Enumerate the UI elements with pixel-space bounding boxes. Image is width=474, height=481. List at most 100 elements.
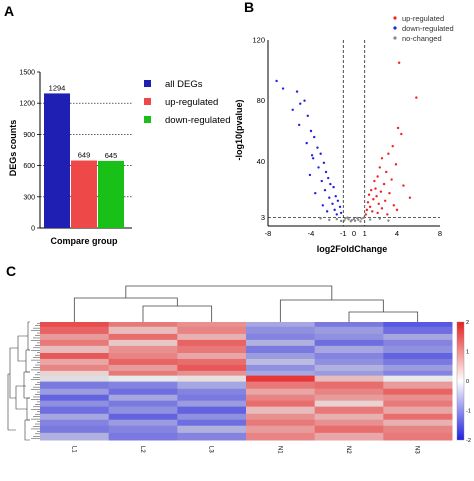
volcano-point-no-changed xyxy=(356,216,359,220)
volcano-point-up-regulated xyxy=(375,195,378,198)
volcano-point-up-regulated xyxy=(408,196,412,199)
heatmap-cell xyxy=(177,432,247,441)
bar-y-tick-label: 300 xyxy=(23,194,35,201)
volcano-point-down-regulated xyxy=(325,210,329,213)
volcano-point-up-regulated xyxy=(395,208,399,212)
volcano-point-down-regulated xyxy=(321,204,325,207)
heatmap-cell xyxy=(177,419,247,427)
heatmap-cell xyxy=(246,419,316,427)
heatmap-cell xyxy=(108,400,178,408)
heatmap-cell xyxy=(108,388,178,396)
heatmap-cell xyxy=(177,413,247,421)
volcano-point-down-regulated xyxy=(333,208,336,212)
heatmap-cell xyxy=(383,358,453,366)
heatmap-cell xyxy=(108,432,178,441)
volcano-point-down-regulated xyxy=(317,166,320,169)
volcano-point-up-regulated xyxy=(368,205,372,209)
volcano-x-tick-label: 1 xyxy=(363,229,367,238)
dendrogram-branch xyxy=(142,305,213,322)
volcano-point-down-regulated xyxy=(335,213,338,216)
panel-label-b: B xyxy=(244,0,254,15)
dendrogram-branch xyxy=(23,371,30,399)
volcano-x-tick-label: 0 xyxy=(352,229,356,238)
heatmap-cell xyxy=(40,370,110,377)
heatmap-cell xyxy=(314,364,384,372)
volcano-point-down-regulated xyxy=(308,173,312,177)
volcano-point-down-regulated xyxy=(323,188,327,192)
legend-label: no-changed xyxy=(402,34,442,43)
volcano-x-tick-label: -8 xyxy=(265,229,272,238)
heatmap-cell xyxy=(40,381,110,390)
volcano-point-up-regulated xyxy=(365,208,369,212)
bar-x-axis-label: Compare group xyxy=(50,236,118,246)
heatmap-cell xyxy=(246,400,316,408)
dendrogram-branch xyxy=(24,419,30,441)
heatmap-cell xyxy=(383,413,453,421)
volcano-point-up-regulated xyxy=(394,163,398,166)
heatmap-cell xyxy=(108,345,178,354)
heatmap-cell xyxy=(108,370,178,377)
volcano-point-no-changed xyxy=(344,217,347,220)
volcano-point-down-regulated xyxy=(311,157,315,160)
heatmap-cell xyxy=(40,352,110,360)
heatmap-cell xyxy=(40,400,110,408)
heatmap-cell xyxy=(246,413,316,421)
volcano-point-down-regulated xyxy=(339,211,343,215)
volcano-point-no-changed xyxy=(343,219,346,222)
heatmap-cell xyxy=(246,322,316,328)
volcano-x-tick-label: -4 xyxy=(308,229,315,238)
bar-y-ticks: 0 300 600 900 1200 1500 xyxy=(19,70,40,233)
heatmap-cell xyxy=(40,413,110,421)
volcano-y-tick-label: 40 xyxy=(257,157,265,166)
volcano-point-down-regulated xyxy=(313,135,316,139)
heatmap-cell xyxy=(108,381,178,390)
heatmap-cell xyxy=(177,388,247,396)
heatmap-column-label: N3 xyxy=(414,446,420,454)
heatmap-cell xyxy=(246,388,316,396)
volcano-point-down-regulated xyxy=(305,141,308,145)
volcano-point-up-regulated xyxy=(390,178,393,181)
volcano-points xyxy=(275,61,418,223)
heatmap-cell xyxy=(246,381,316,390)
volcano-y-tick-label: 120 xyxy=(252,36,265,45)
heatmap-cell xyxy=(177,394,247,402)
volcano-point-down-regulated xyxy=(306,114,309,118)
volcano-point-down-regulated xyxy=(314,191,317,195)
volcano-y-tick-label: 80 xyxy=(257,96,265,105)
bar-legend: all DEGs up-regulated down-regulated xyxy=(144,79,231,126)
heatmap-cell xyxy=(177,333,247,341)
volcano-point-down-regulated xyxy=(309,129,313,133)
heatmap-cell xyxy=(40,322,110,328)
heatmap-cell xyxy=(246,358,316,366)
heatmap-cell xyxy=(314,432,384,441)
heatmap-cell xyxy=(40,339,110,347)
heatmap-cell xyxy=(40,333,110,341)
volcano-point-down-regulated xyxy=(329,182,332,186)
volcano-point-up-regulated xyxy=(400,132,403,136)
bar-value-label: 649 xyxy=(78,151,91,160)
heatmap: L1 L2 L3 N1 N2 N3 2 1 0 -1 -2 xyxy=(7,285,471,454)
volcano-point-no-changed xyxy=(352,217,356,221)
volcano-point-up-regulated xyxy=(376,211,379,215)
heatmap-cell xyxy=(108,413,178,421)
bar-y-tick-label: 900 xyxy=(23,132,35,139)
volcano-point-down-regulated xyxy=(332,185,335,189)
bar-y-tick-label: 600 xyxy=(23,163,35,170)
colorbar-tick-label: -1 xyxy=(466,409,471,415)
heatmap-cell xyxy=(40,364,110,372)
heatmap-cell xyxy=(314,326,384,335)
volcano-point-up-regulated xyxy=(374,187,377,190)
heatmap-cell xyxy=(383,339,453,347)
heatmap-cell xyxy=(383,375,453,383)
heatmap-cell xyxy=(383,322,453,328)
dendrogram-branch xyxy=(73,297,178,322)
volcano-point-down-regulated xyxy=(338,205,342,209)
heatmap-cell xyxy=(108,333,178,341)
heatmap-cell xyxy=(108,406,178,415)
heatmap-cell xyxy=(314,381,384,390)
volcano-point-down-regulated xyxy=(275,79,278,83)
heatmap-cell xyxy=(246,432,316,441)
heatmap-cell xyxy=(108,419,178,427)
